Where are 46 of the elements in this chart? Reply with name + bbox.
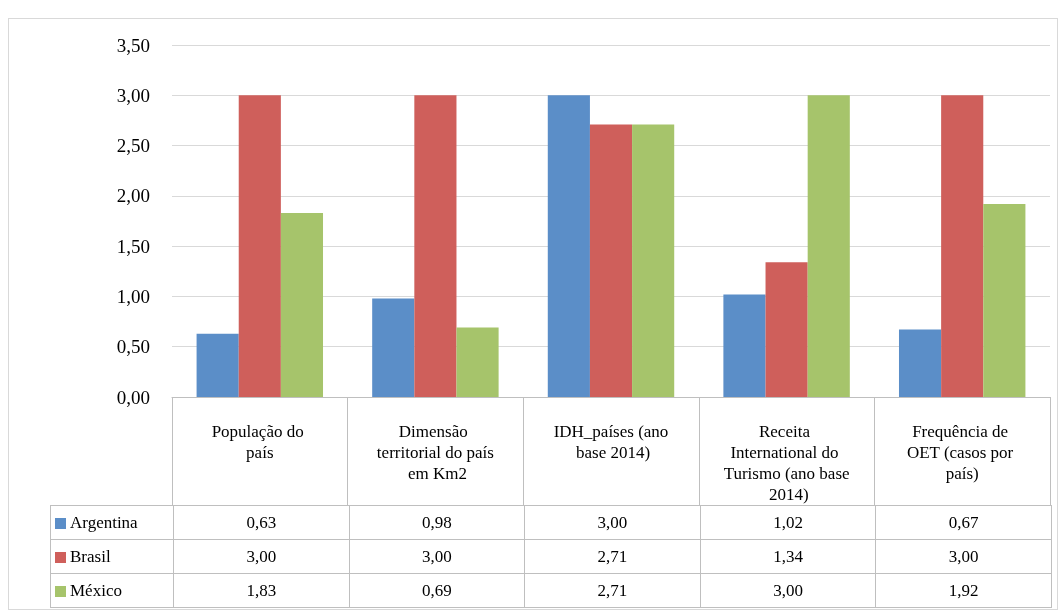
bar	[765, 262, 808, 397]
bar	[983, 203, 1026, 397]
bar	[723, 294, 766, 397]
x-tick-label: Dimensão territorial do país em Km2	[376, 422, 494, 483]
bar	[589, 124, 633, 397]
legend-label: México	[50, 573, 174, 608]
bar	[372, 298, 415, 397]
bar	[898, 329, 942, 397]
bar	[414, 95, 457, 397]
bar	[941, 95, 984, 397]
data-label: 1,34	[700, 539, 876, 574]
data-label: 0,63	[173, 505, 350, 540]
x-tick-label: População do país	[211, 422, 308, 462]
bar	[456, 327, 499, 397]
x-tick-label: Receita International do Turismo (ano base 2014)	[723, 422, 850, 504]
legend-label: Brasil	[50, 539, 174, 574]
data-label: 3,00	[524, 505, 701, 540]
bar	[196, 333, 239, 397]
y-tick-label: 2,00	[116, 185, 150, 207]
bar	[280, 212, 324, 397]
data-label: 1,02	[700, 505, 876, 540]
legend-label: Argentina	[50, 505, 174, 540]
data-label: 0,67	[875, 505, 1052, 540]
bar	[807, 95, 850, 397]
y-tick-label: 0,50	[116, 336, 150, 358]
data-label: 3,00	[875, 539, 1052, 574]
data-label: 1,92	[875, 573, 1052, 608]
data-label: 1,83	[173, 573, 350, 608]
y-tick-label: 2,50	[116, 135, 150, 157]
bar	[238, 95, 281, 397]
data-label: 3,00	[349, 539, 525, 574]
bar	[632, 124, 675, 397]
x-tick-label: Frequência de OET (casos por país)	[906, 422, 1018, 483]
data-label: 2,71	[524, 539, 701, 574]
data-label: 0,98	[349, 505, 525, 540]
y-tick-label: 0,00	[116, 386, 150, 408]
x-tick-label: IDH_países (ano base 2014)	[553, 422, 669, 462]
y-tick-label: 3,50	[116, 34, 150, 56]
data-label: 0,69	[349, 573, 525, 608]
y-tick-label: 1,50	[116, 235, 150, 257]
bar	[547, 95, 590, 397]
y-tick-label: 3,00	[116, 84, 150, 106]
data-label: 3,00	[700, 573, 876, 608]
data-label: 3,00	[173, 539, 350, 574]
y-tick-label: 1,00	[116, 285, 150, 307]
data-label: 2,71	[524, 573, 701, 608]
